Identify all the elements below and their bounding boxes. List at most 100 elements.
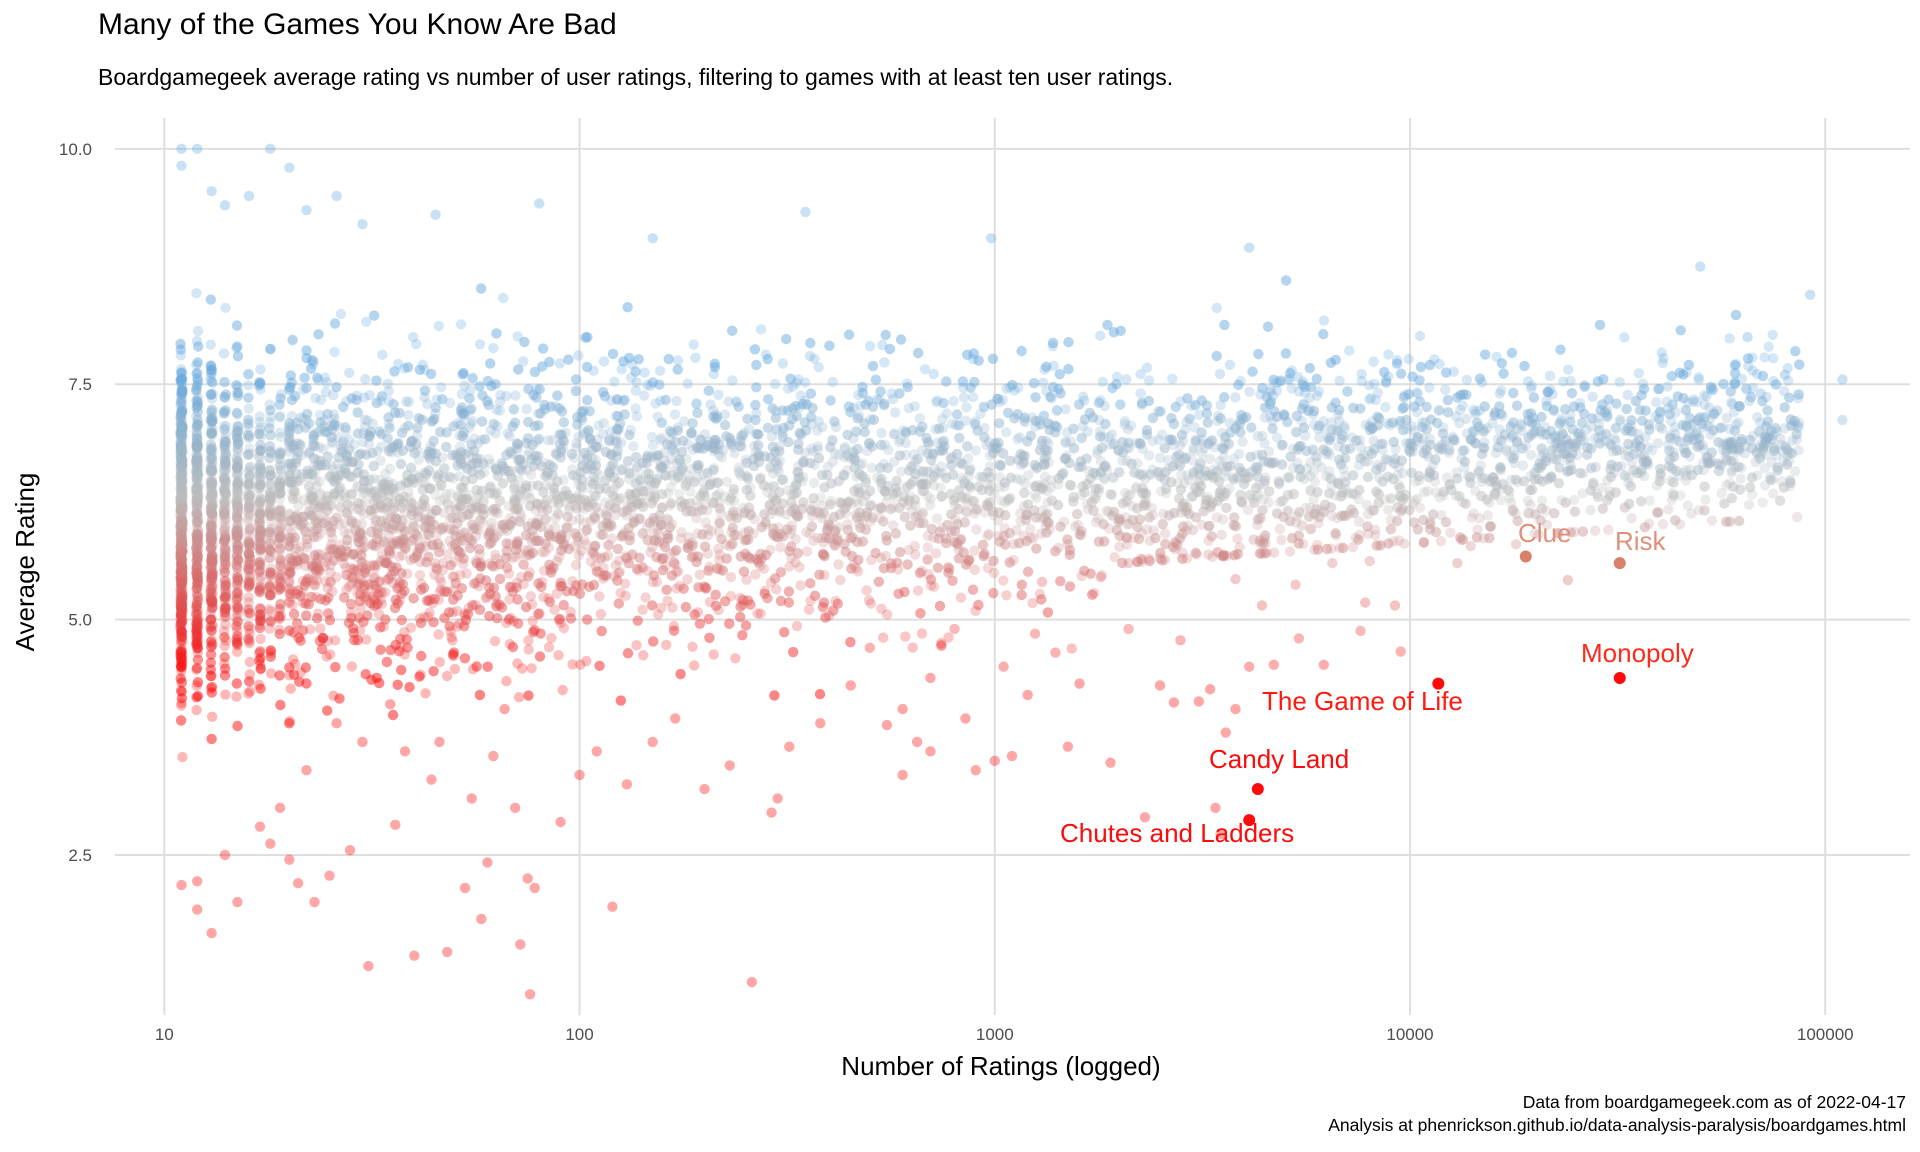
- background-point: [244, 656, 255, 668]
- background-point: [660, 459, 671, 470]
- background-point: [219, 508, 230, 519]
- background-point: [1563, 364, 1574, 375]
- background-point: [355, 527, 366, 539]
- background-point: [176, 600, 188, 611]
- background-point: [770, 406, 782, 417]
- background-point: [668, 620, 680, 632]
- background-point: [313, 374, 324, 386]
- background-point: [232, 608, 243, 620]
- background-point: [218, 348, 230, 359]
- background-point: [1219, 470, 1231, 482]
- background-point: [865, 414, 876, 425]
- background-point: [900, 437, 912, 449]
- background-point: [264, 615, 276, 626]
- background-point: [593, 420, 604, 431]
- background-point: [647, 440, 659, 451]
- background-point: [434, 656, 445, 668]
- background-point: [1626, 513, 1637, 524]
- background-point: [440, 488, 452, 500]
- background-point: [346, 661, 358, 672]
- background-point: [631, 411, 642, 422]
- background-point: [401, 524, 412, 535]
- background-point: [176, 685, 187, 697]
- background-point: [329, 413, 340, 424]
- background-point: [994, 396, 1005, 408]
- background-point: [414, 569, 426, 581]
- background-point: [244, 628, 255, 640]
- background-point: [419, 478, 430, 489]
- background-point: [326, 539, 337, 550]
- background-point: [1338, 420, 1350, 432]
- background-point: [960, 415, 971, 426]
- background-point: [620, 551, 631, 562]
- background-point: [346, 517, 357, 528]
- background-point: [305, 493, 316, 505]
- background-point: [1259, 478, 1270, 490]
- background-point: [1495, 484, 1507, 495]
- background-point: [219, 542, 231, 554]
- background-point: [191, 288, 202, 299]
- background-point: [1179, 478, 1190, 489]
- background-point: [205, 373, 216, 384]
- background-point: [1334, 542, 1345, 554]
- background-point: [447, 607, 458, 618]
- background-point: [661, 639, 672, 651]
- background-point: [231, 454, 243, 465]
- background-point: [1237, 436, 1248, 447]
- background-point: [192, 677, 204, 688]
- background-point: [1177, 436, 1189, 447]
- background-point: [284, 442, 295, 453]
- background-point: [328, 389, 339, 401]
- background-point: [625, 372, 637, 383]
- dense-point-cloud: [175, 275, 1805, 763]
- background-point: [1343, 508, 1354, 519]
- background-point: [244, 443, 255, 454]
- background-point: [1076, 570, 1087, 582]
- background-point: [793, 467, 804, 478]
- background-point: [537, 546, 548, 558]
- background-point: [192, 676, 204, 688]
- background-point: [218, 460, 230, 471]
- background-point: [1188, 442, 1199, 454]
- background-point: [658, 538, 669, 549]
- background-point: [255, 431, 267, 442]
- background-point: [1541, 505, 1552, 516]
- background-point: [1663, 439, 1674, 450]
- background-point: [569, 452, 580, 464]
- background-point: [232, 583, 243, 594]
- background-point: [1005, 472, 1016, 483]
- background-point: [192, 553, 203, 564]
- background-point: [328, 409, 340, 420]
- background-point: [526, 663, 537, 674]
- background-point: [710, 414, 722, 425]
- background-point: [1585, 504, 1596, 516]
- background-point: [403, 409, 414, 421]
- background-point: [931, 437, 943, 448]
- background-point: [192, 571, 203, 582]
- background-point: [1590, 525, 1601, 536]
- background-point: [999, 523, 1010, 534]
- background-point: [319, 421, 330, 433]
- background-point: [1693, 372, 1704, 383]
- background-point: [207, 711, 218, 722]
- background-point: [510, 390, 521, 401]
- background-point: [1153, 434, 1165, 445]
- chart-subtitle: Boardgamegeek average rating vs number o…: [98, 64, 1174, 90]
- background-point: [444, 504, 456, 515]
- background-point: [175, 566, 186, 577]
- background-point: [936, 437, 948, 448]
- background-point: [302, 538, 313, 549]
- background-point: [191, 560, 203, 571]
- background-point: [642, 379, 653, 391]
- background-point: [669, 446, 681, 458]
- background-point: [708, 445, 719, 457]
- background-point: [290, 543, 301, 554]
- background-point: [491, 598, 502, 609]
- background-point: [1721, 412, 1733, 423]
- background-point: [1482, 422, 1493, 434]
- background-point: [967, 392, 979, 403]
- background-point: [1066, 643, 1077, 654]
- background-point: [923, 569, 934, 580]
- background-point: [694, 500, 705, 512]
- background-point: [498, 292, 509, 304]
